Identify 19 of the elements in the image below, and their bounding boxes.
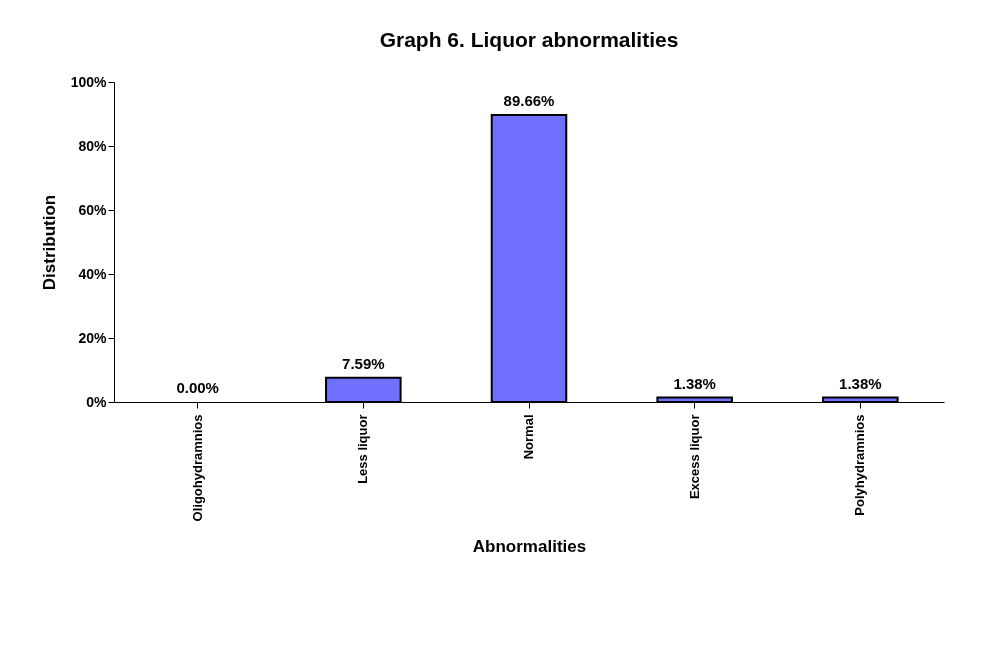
data-label: 1.38% (673, 374, 716, 392)
x-tick-label: Normal (521, 414, 536, 460)
x-tick-label: Excess liquor (686, 414, 702, 500)
y-tick-label: 0% (86, 393, 108, 410)
y-axis-title: Distribution (39, 194, 59, 291)
data-label: 89.66% (503, 92, 555, 110)
y-tick-label: 60% (78, 201, 108, 218)
x-axis-title: Abnormalities (472, 537, 587, 557)
data-label: 1.38% (839, 374, 882, 392)
x-tick-label: Polyhydramnios (852, 414, 868, 516)
y-tick-label: 20% (78, 329, 108, 346)
data-label: 7.59% (342, 354, 385, 372)
y-tick-label: 80% (78, 137, 108, 154)
y-tick-label: 100% (70, 73, 108, 90)
y-tick-label: 40% (78, 265, 108, 282)
chart-title: Graph 6. Liquor abnormalities (379, 28, 679, 51)
data-label: 0.00% (176, 379, 219, 396)
x-tick-label: Less liquor (355, 414, 371, 484)
x-tick-label: Oligohydramnios (189, 414, 205, 522)
